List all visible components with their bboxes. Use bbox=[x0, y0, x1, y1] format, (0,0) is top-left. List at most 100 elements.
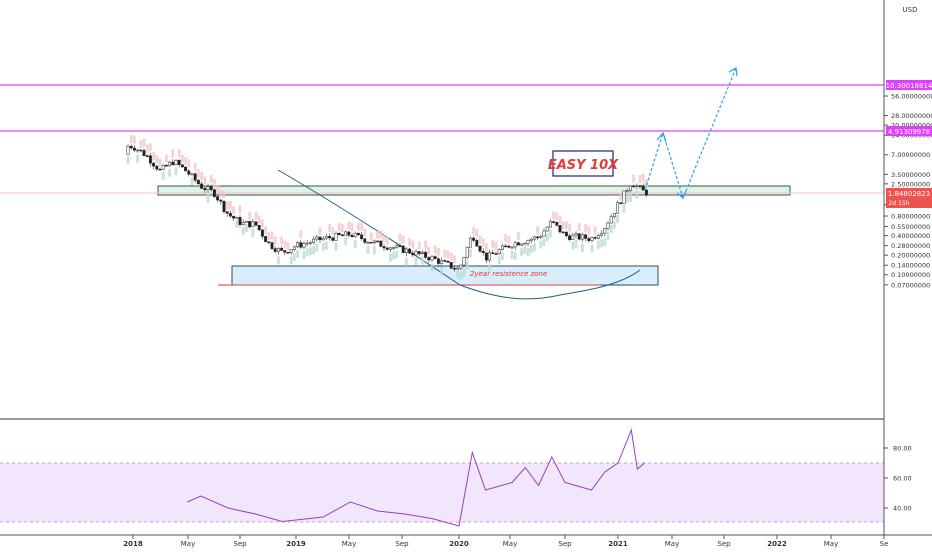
candle-body bbox=[200, 183, 204, 189]
candle-body bbox=[331, 237, 335, 241]
candle-body bbox=[408, 248, 412, 254]
time-tick-label: Sep bbox=[558, 540, 572, 548]
candle-body bbox=[504, 245, 508, 248]
ribbon-segment bbox=[465, 261, 469, 270]
candle-body bbox=[324, 236, 328, 239]
candle-body bbox=[446, 260, 450, 263]
long-moving-average-line bbox=[277, 169, 641, 300]
time-tick-label: May bbox=[181, 540, 195, 548]
candle-body bbox=[542, 230, 546, 237]
ribbon-segment bbox=[472, 226, 475, 235]
candle-body bbox=[523, 243, 527, 245]
ribbon-segment bbox=[241, 227, 245, 236]
ribbon-segment bbox=[565, 221, 568, 230]
ribbon-segment bbox=[523, 245, 527, 254]
time-tick-label: Se bbox=[880, 540, 889, 548]
candle-body bbox=[635, 185, 639, 187]
ribbon-segment bbox=[213, 179, 216, 188]
ribbon-segment bbox=[142, 138, 146, 147]
ribbon-segment bbox=[584, 223, 587, 232]
price-tick-label: 0.40000000 bbox=[891, 232, 930, 240]
candle-body bbox=[248, 221, 252, 228]
ribbon-segment bbox=[181, 154, 184, 163]
price-tick-label: 7.00000000 bbox=[891, 151, 930, 159]
candle-body bbox=[280, 247, 284, 251]
ribbon-segment bbox=[456, 270, 459, 279]
ribbon-segment bbox=[408, 238, 411, 247]
candle-body bbox=[312, 238, 316, 243]
ribbon-segment bbox=[485, 243, 488, 252]
candle-body bbox=[529, 238, 533, 241]
candle-body bbox=[171, 161, 175, 166]
candle-body bbox=[334, 232, 338, 241]
candle-body bbox=[264, 236, 268, 242]
ribbon-segment bbox=[395, 250, 399, 259]
candle-body bbox=[244, 221, 248, 223]
candle-body bbox=[596, 235, 600, 239]
ribbon-segment bbox=[622, 205, 626, 214]
current-price-text: 1.84802823 bbox=[888, 190, 930, 198]
ribbon-segment bbox=[251, 228, 255, 237]
ribbon-segment bbox=[517, 231, 520, 240]
ribbon-segment bbox=[248, 211, 251, 220]
ribbon-segment bbox=[219, 189, 223, 198]
candle-body bbox=[440, 260, 444, 264]
candle-body bbox=[126, 145, 130, 155]
ribbon-segment bbox=[529, 245, 533, 254]
ribbon-segment bbox=[600, 239, 603, 248]
candle-body bbox=[260, 229, 264, 237]
candle-body bbox=[254, 221, 258, 226]
ribbon-segment bbox=[555, 212, 559, 221]
candle-body bbox=[308, 242, 312, 244]
ribbon-segment bbox=[443, 249, 447, 258]
ribbon-segment bbox=[501, 251, 504, 260]
candle-body bbox=[488, 252, 492, 261]
ribbon-segment bbox=[389, 253, 392, 262]
candle-body bbox=[398, 245, 402, 247]
candle-body bbox=[152, 162, 156, 167]
ribbon-segment bbox=[158, 158, 162, 167]
price-badge-4.91 bbox=[886, 126, 932, 136]
candle-body bbox=[376, 240, 380, 243]
candle-body bbox=[600, 232, 604, 236]
ribbon-segment bbox=[373, 246, 376, 255]
candle-body bbox=[251, 221, 255, 228]
candle-body bbox=[315, 236, 319, 240]
projection-arrow-head bbox=[728, 67, 738, 77]
upper-resistance-zone[interactable] bbox=[157, 185, 791, 196]
ribbon-segment bbox=[597, 240, 600, 249]
candle-body bbox=[616, 202, 620, 214]
price-tick-label: 56.00000000 bbox=[891, 93, 932, 101]
candle-body bbox=[216, 196, 220, 201]
ribbon-segment bbox=[462, 268, 466, 277]
ribbon-segment bbox=[318, 227, 322, 236]
ribbon-segment bbox=[177, 149, 181, 158]
candle-body bbox=[177, 160, 181, 165]
ribbon-segment bbox=[568, 223, 571, 232]
candle-body bbox=[270, 242, 274, 249]
easy-10x-label: EASY 10X bbox=[548, 158, 619, 173]
ribbon-segment bbox=[296, 249, 299, 258]
ribbon-segment bbox=[187, 159, 191, 168]
candle-body bbox=[347, 231, 351, 236]
candle-body bbox=[459, 264, 463, 269]
price-tick-label: 0.55000000 bbox=[891, 223, 930, 231]
candle-body bbox=[302, 243, 306, 248]
current-price-countdown: 2d 15h bbox=[889, 200, 910, 207]
candle-body bbox=[472, 237, 476, 241]
candle-body bbox=[193, 173, 197, 181]
candle-body bbox=[283, 250, 287, 253]
ribbon-segment bbox=[360, 222, 363, 231]
candle-body bbox=[148, 155, 152, 164]
easy-10x-box[interactable] bbox=[552, 150, 614, 177]
ribbon-segment bbox=[437, 247, 440, 256]
ribbon-segment bbox=[590, 244, 594, 253]
candle-body bbox=[452, 267, 456, 270]
candle-body bbox=[356, 232, 360, 236]
2year-zone-label: 2year resistence zone bbox=[470, 270, 547, 278]
time-tick-label: 2021 bbox=[608, 540, 628, 548]
ribbon-segment bbox=[478, 235, 482, 244]
ribbon-segment bbox=[366, 245, 370, 254]
